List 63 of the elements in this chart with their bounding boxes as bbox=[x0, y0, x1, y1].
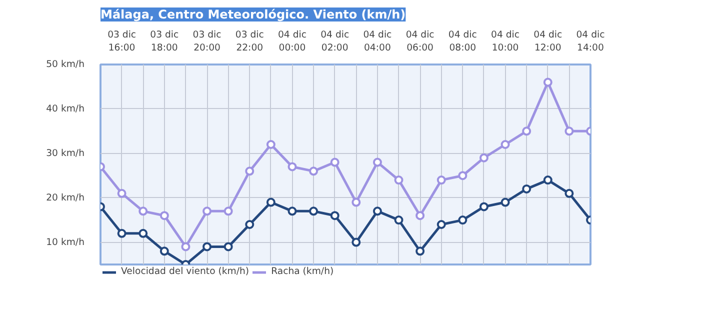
legend-label: Racha (km/h) bbox=[271, 266, 334, 277]
x-tick-label: 03 dic 20:00 bbox=[192, 29, 222, 54]
point bbox=[309, 166, 318, 176]
x-tick-label: 04 dic 12:00 bbox=[534, 29, 562, 54]
point bbox=[202, 242, 212, 252]
x-tick-label: 04 dic 04:00 bbox=[363, 29, 392, 54]
point bbox=[372, 158, 382, 167]
point bbox=[458, 171, 468, 180]
y-tick-label: 30 km/h bbox=[46, 148, 85, 159]
chart-title: Málaga, Centro Meteorológico. Viento (km/h) bbox=[100, 8, 406, 22]
point bbox=[138, 206, 148, 216]
point bbox=[330, 211, 340, 220]
point bbox=[416, 211, 425, 220]
point bbox=[266, 140, 276, 149]
y-tick-label: 10 km/h bbox=[46, 236, 85, 248]
point bbox=[224, 206, 233, 216]
point bbox=[479, 202, 488, 212]
x-tick-label: 03 dic 16:00 bbox=[108, 29, 136, 54]
point bbox=[245, 220, 254, 229]
x-tick-label: 04 dic 08:00 bbox=[448, 29, 477, 54]
point bbox=[436, 176, 446, 185]
point bbox=[394, 176, 404, 185]
x-tick-label: 04 dic 14:00 bbox=[576, 29, 605, 54]
x-tick-label: 04 dic 10:00 bbox=[491, 29, 520, 54]
point bbox=[288, 206, 297, 216]
x-tick-label: 04 dic 00:00 bbox=[278, 29, 306, 54]
y-tick-label: 40 km/h bbox=[46, 103, 85, 114]
point bbox=[138, 228, 148, 238]
point bbox=[330, 158, 340, 167]
point bbox=[266, 198, 276, 207]
point bbox=[160, 211, 169, 220]
x-tick-label: 03 dic 18:00 bbox=[150, 29, 179, 54]
point bbox=[564, 126, 574, 136]
x-tick-label: 03 dic 22:00 bbox=[235, 29, 264, 54]
point bbox=[522, 126, 532, 136]
x-tick-label: 04 dic 06:00 bbox=[406, 29, 434, 54]
point bbox=[224, 242, 233, 252]
point bbox=[500, 140, 510, 149]
point bbox=[372, 206, 382, 216]
series-label: Velocidad del viento (km/h) bbox=[121, 266, 250, 277]
point bbox=[202, 206, 212, 216]
point bbox=[543, 176, 552, 185]
point bbox=[436, 220, 446, 229]
y-tick-label: 50 km/h bbox=[46, 59, 85, 70]
point bbox=[245, 166, 254, 176]
point bbox=[352, 198, 361, 207]
point bbox=[160, 246, 169, 256]
point bbox=[458, 216, 468, 225]
point bbox=[309, 206, 318, 216]
point bbox=[288, 162, 297, 172]
point bbox=[522, 184, 532, 194]
point bbox=[394, 216, 404, 225]
point bbox=[181, 242, 190, 252]
point bbox=[117, 228, 126, 238]
point bbox=[564, 188, 574, 198]
x-tick-label: 04 dic 02:00 bbox=[320, 29, 350, 54]
point bbox=[117, 188, 126, 198]
point bbox=[543, 78, 552, 87]
point bbox=[500, 198, 510, 207]
y-tick-label: 20 km/h bbox=[46, 192, 85, 204]
point bbox=[416, 246, 425, 256]
point bbox=[479, 153, 488, 162]
point bbox=[352, 238, 361, 247]
